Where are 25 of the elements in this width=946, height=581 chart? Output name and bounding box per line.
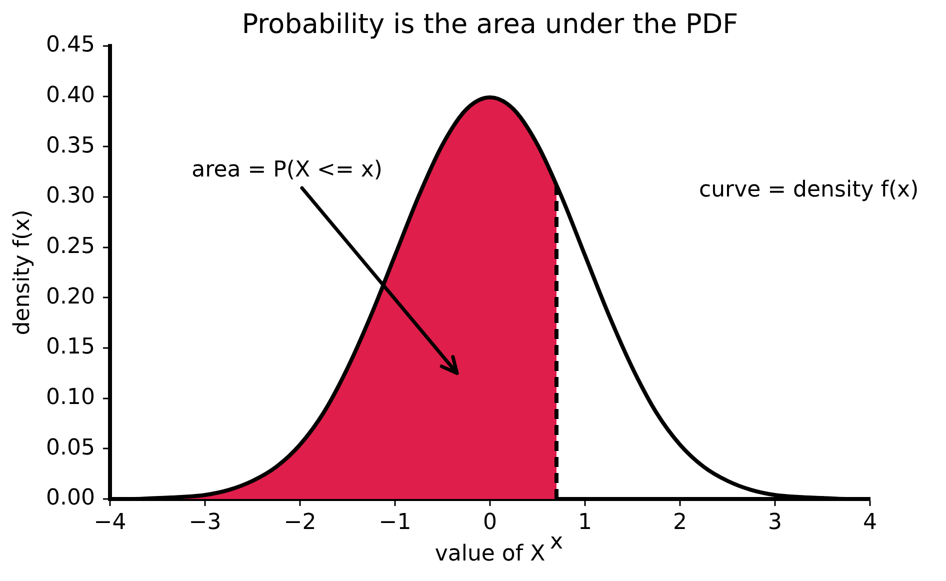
chart-title: Probability is the area under the PDF <box>242 9 738 40</box>
x-tick-label: −2 <box>284 510 316 535</box>
x-tick-label: 2 <box>673 510 687 535</box>
y-tick-label: 0.25 <box>46 234 95 260</box>
y-tick-label: 0.10 <box>46 385 95 410</box>
x-axis-title: value of X <box>434 542 546 567</box>
x-tick-label: 0 <box>483 510 497 535</box>
x-tick-label: −3 <box>188 510 222 535</box>
y-axis-title: density f(x) <box>10 210 35 336</box>
x-tick-label: 4 <box>863 510 877 535</box>
x-tick-label: −1 <box>378 510 412 535</box>
y-tick-label: 0.05 <box>46 435 95 460</box>
y-tick-label: 0.15 <box>46 334 95 360</box>
y-tick-label: 0.45 <box>46 32 95 58</box>
x-tick-label: −4 <box>94 510 126 535</box>
annotation: area = P(X <= x) <box>192 158 383 183</box>
y-tick-label: 0.20 <box>46 284 95 310</box>
y-tick-label: 0.35 <box>46 133 95 158</box>
y-tick-label: 0.30 <box>46 184 95 209</box>
y-tick-label: 0.00 <box>46 486 95 511</box>
annotation: curve = density f(x) <box>699 178 919 203</box>
y-tick-label: 0.40 <box>46 83 95 108</box>
x-tick-label: 3 <box>768 510 782 535</box>
annotation: x <box>550 530 564 555</box>
x-tick-label: 1 <box>578 510 592 535</box>
